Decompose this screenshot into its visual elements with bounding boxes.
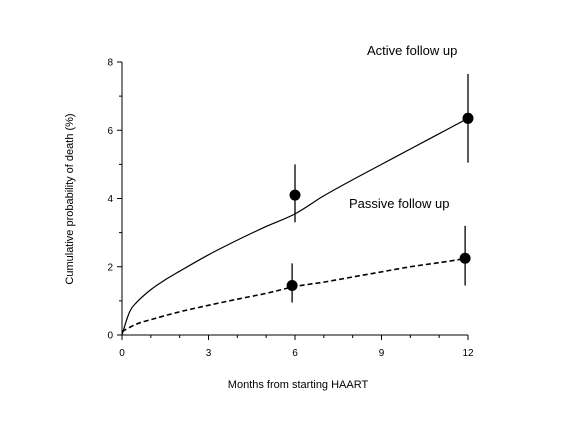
- labels-layer: Months from starting HAART Cumulative pr…: [64, 43, 457, 391]
- y-tick-label: 6: [107, 126, 113, 137]
- series-line-passive: [121, 257, 469, 333]
- x-tick-label: 3: [206, 348, 212, 359]
- x-tick-label: 12: [462, 348, 474, 359]
- series-line-active: [121, 117, 469, 336]
- data-point-passive: [459, 252, 471, 264]
- series-label-passive: Passive follow up: [349, 196, 449, 211]
- series-layer: [121, 73, 474, 336]
- x-axis-title: Months from starting HAART: [228, 379, 369, 391]
- y-tick-label: 2: [107, 262, 113, 273]
- y-axis-title: Cumulative probability of death (%): [64, 113, 76, 284]
- data-point-passive: [286, 280, 298, 292]
- data-point-active: [289, 189, 301, 201]
- series-label-active: Active follow up: [367, 43, 457, 58]
- x-tick-label: 6: [292, 348, 298, 359]
- y-tick-label: 8: [107, 58, 113, 69]
- x-tick-label: 0: [119, 348, 125, 359]
- x-tick-label: 9: [379, 348, 385, 359]
- axes: 0 2 4 6 8 0 3 6 9 12: [107, 58, 474, 360]
- y-tick-label: 4: [107, 194, 113, 205]
- data-point-active: [462, 112, 474, 124]
- y-tick-label: 0: [107, 331, 113, 342]
